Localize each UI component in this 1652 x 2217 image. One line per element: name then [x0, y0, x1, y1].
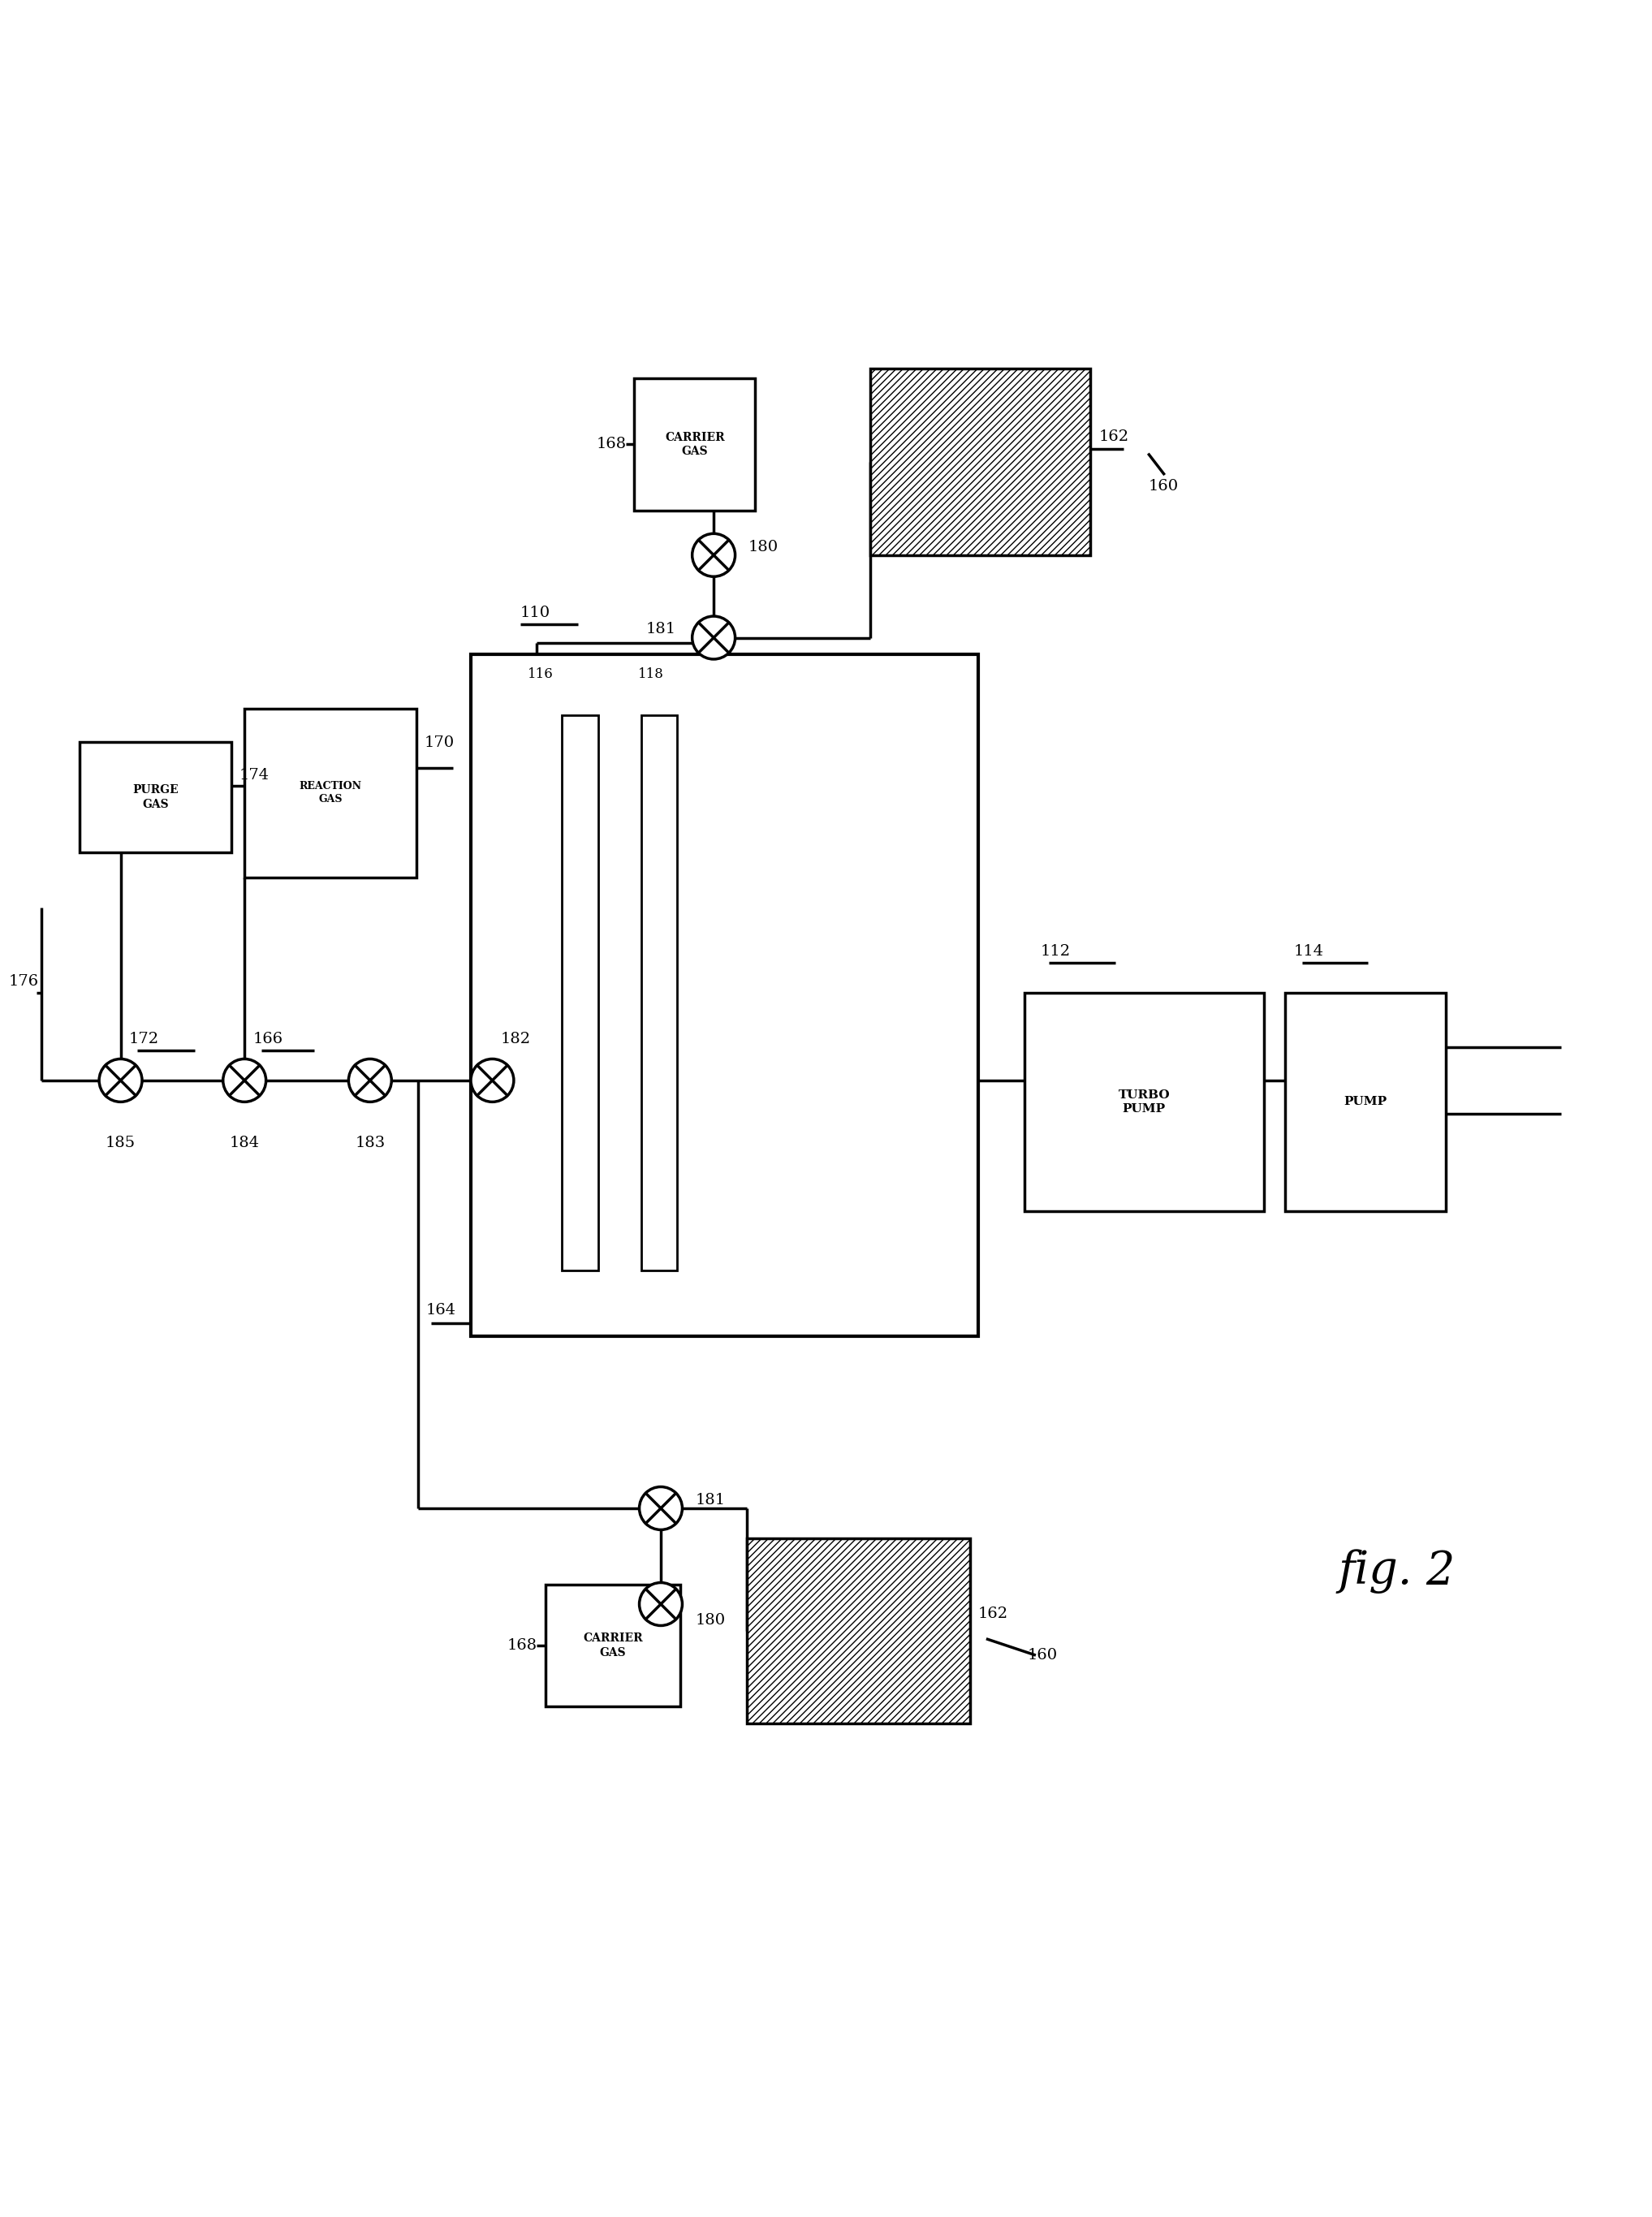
Circle shape	[223, 1060, 266, 1102]
Text: 166: 166	[253, 1031, 282, 1046]
Bar	[634, 379, 755, 510]
Text: 176: 176	[8, 973, 38, 989]
Text: 162: 162	[1099, 430, 1128, 443]
Text: 172: 172	[129, 1031, 159, 1046]
Bar	[545, 1585, 681, 1707]
Text: 164: 164	[426, 1304, 456, 1317]
Text: CARRIER
GAS: CARRIER GAS	[583, 1632, 643, 1658]
Bar	[871, 368, 1090, 554]
Bar	[79, 743, 231, 854]
Text: fig. 2: fig. 2	[1338, 1550, 1455, 1594]
Text: 160: 160	[1028, 1647, 1057, 1663]
Text: 116: 116	[527, 667, 553, 681]
Text: 168: 168	[507, 1638, 537, 1652]
Text: 180: 180	[695, 1614, 725, 1627]
Circle shape	[639, 1583, 682, 1625]
Text: 184: 184	[230, 1135, 259, 1151]
Text: 174: 174	[240, 767, 269, 783]
Text: 170: 170	[425, 736, 454, 749]
Text: CARRIER
GAS: CARRIER GAS	[664, 432, 725, 457]
Bar	[747, 1539, 970, 1723]
Text: 183: 183	[355, 1135, 385, 1151]
Text: PURGE
GAS: PURGE GAS	[132, 785, 178, 809]
Text: 181: 181	[695, 1492, 725, 1508]
Text: 118: 118	[638, 667, 664, 681]
Text: 185: 185	[106, 1135, 135, 1151]
Bar	[747, 1539, 970, 1723]
Text: 112: 112	[1041, 944, 1070, 960]
Bar	[1285, 993, 1446, 1210]
Text: 160: 160	[1148, 479, 1178, 494]
Text: TURBO
PUMP: TURBO PUMP	[1118, 1089, 1170, 1115]
Circle shape	[471, 1060, 514, 1102]
Circle shape	[99, 1060, 142, 1102]
Text: 162: 162	[978, 1607, 1008, 1621]
Text: 114: 114	[1294, 944, 1323, 960]
Bar	[244, 709, 416, 878]
Bar	[871, 368, 1090, 554]
Circle shape	[692, 616, 735, 658]
Text: 110: 110	[520, 605, 550, 621]
Circle shape	[349, 1060, 392, 1102]
Bar	[562, 716, 598, 1270]
Bar	[471, 654, 978, 1337]
Bar	[641, 716, 677, 1270]
Circle shape	[692, 534, 735, 576]
Circle shape	[639, 1488, 682, 1530]
Text: 181: 181	[646, 623, 676, 636]
Text: 168: 168	[596, 437, 626, 452]
Text: REACTION
GAS: REACTION GAS	[299, 780, 362, 805]
Text: PUMP: PUMP	[1343, 1095, 1388, 1108]
Bar	[1024, 993, 1264, 1210]
Text: 182: 182	[501, 1031, 530, 1046]
Text: 180: 180	[748, 539, 778, 554]
